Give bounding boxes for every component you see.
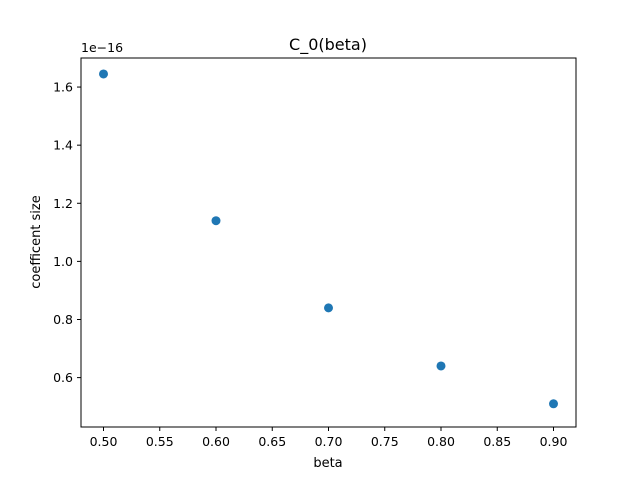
y-tick-label: 0.8 (53, 312, 73, 327)
x-tick-label: 0.55 (146, 434, 174, 449)
scatter-point (324, 303, 333, 313)
y-axis-label: coefficent size (29, 195, 44, 289)
x-tick-label: 0.60 (202, 434, 230, 449)
y-axis-offset-label: 1e−16 (81, 40, 123, 55)
x-axis-ticks: 0.50 0.55 0.60 0.65 0.70 0.75 0.80 0.85 0.90 (90, 427, 568, 449)
data-points (99, 69, 558, 409)
x-tick-label: 0.85 (483, 434, 511, 449)
y-tick-label: 1.6 (53, 80, 73, 95)
y-tick-label: 1.0 (53, 254, 73, 269)
y-tick-label: 0.6 (53, 370, 73, 385)
x-axis-label: beta (313, 456, 342, 471)
scatter-point (436, 361, 446, 371)
x-tick-label: 0.70 (315, 434, 343, 449)
y-tick-label: 1.4 (53, 138, 73, 153)
chart-title: C_0(beta) (289, 35, 367, 55)
x-tick-label: 0.50 (90, 434, 118, 449)
scatter-point (549, 399, 558, 409)
x-tick-label: 0.65 (258, 434, 286, 449)
x-tick-label: 0.80 (427, 434, 455, 449)
x-tick-label: 0.90 (540, 434, 568, 449)
scatter-point (211, 216, 221, 226)
y-tick-label: 1.2 (53, 196, 73, 211)
x-tick-label: 0.75 (371, 434, 399, 449)
scatter-point (99, 69, 108, 79)
y-axis-ticks: 0.6 0.8 1.0 1.2 1.4 1.6 (53, 80, 81, 385)
